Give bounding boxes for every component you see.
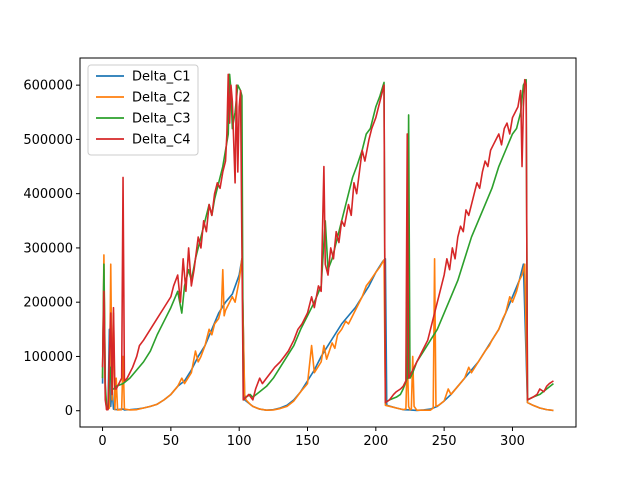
x-tick-label: 300 xyxy=(500,434,525,449)
x-tick-label: 200 xyxy=(363,434,388,449)
legend-label: Delta_C4 xyxy=(132,133,191,148)
y-tick-label: 0 xyxy=(65,404,73,419)
x-tick-label: 100 xyxy=(227,434,252,449)
series-line-delta-c4 xyxy=(101,73,554,411)
y-tick-label: 400000 xyxy=(23,187,73,202)
x-tick-label: 150 xyxy=(295,434,320,449)
legend-box xyxy=(87,64,199,156)
y-tick-label: 300000 xyxy=(23,241,73,256)
x-axis: 0 50 100 150 200 250 300 xyxy=(98,427,525,449)
y-tick-label: 500000 xyxy=(23,133,73,148)
plot-frame xyxy=(79,57,577,428)
legend-label: Delta_C3 xyxy=(132,112,191,127)
legend-label: Delta_C1 xyxy=(132,70,191,85)
series-line-delta-c3 xyxy=(101,73,554,410)
x-tick-label: 250 xyxy=(432,434,457,449)
x-tick-label: 0 xyxy=(98,434,106,449)
legend-label: Delta_C2 xyxy=(132,91,191,106)
series-line-delta-c2 xyxy=(101,254,554,412)
series-layer xyxy=(101,73,554,412)
x-tick-label: 50 xyxy=(163,434,180,449)
y-axis: 0 100000 200000 300000 400000 500000 600000 xyxy=(23,79,80,419)
y-tick-label: 100000 xyxy=(23,350,73,365)
y-tick-label: 600000 xyxy=(23,79,73,94)
y-tick-label: 200000 xyxy=(23,296,73,311)
legend: Delta_C1 Delta_C2 Delta_C3 Delta_C4 xyxy=(87,64,199,156)
